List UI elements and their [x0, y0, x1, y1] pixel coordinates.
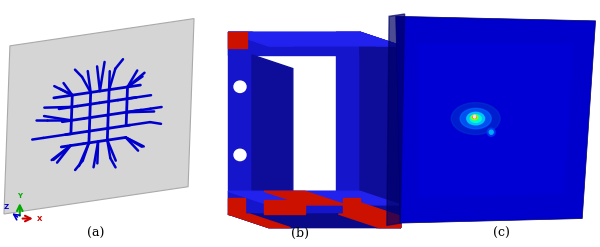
Polygon shape [4, 19, 194, 214]
Polygon shape [387, 14, 404, 225]
Polygon shape [336, 32, 401, 46]
Polygon shape [228, 214, 293, 228]
Polygon shape [360, 32, 401, 69]
Polygon shape [336, 214, 401, 228]
Polygon shape [264, 191, 346, 205]
Polygon shape [228, 32, 360, 55]
Text: Y: Y [17, 193, 22, 199]
Circle shape [234, 81, 246, 92]
Polygon shape [228, 191, 360, 214]
Polygon shape [228, 214, 290, 228]
Ellipse shape [471, 115, 478, 120]
Text: (b): (b) [291, 226, 309, 240]
Ellipse shape [467, 112, 485, 125]
Text: Z: Z [4, 205, 8, 210]
Polygon shape [264, 200, 305, 214]
Polygon shape [228, 214, 401, 228]
Circle shape [234, 149, 246, 161]
Text: X: X [37, 216, 42, 222]
Polygon shape [360, 203, 401, 228]
Polygon shape [228, 32, 247, 48]
Ellipse shape [473, 116, 476, 118]
Polygon shape [228, 198, 245, 214]
Polygon shape [252, 55, 293, 205]
Polygon shape [228, 32, 252, 214]
Polygon shape [336, 32, 360, 214]
Circle shape [473, 115, 476, 118]
Ellipse shape [460, 108, 491, 129]
Polygon shape [396, 16, 596, 223]
Polygon shape [418, 43, 574, 198]
Polygon shape [360, 191, 401, 228]
Ellipse shape [470, 115, 481, 123]
Polygon shape [360, 32, 401, 228]
Polygon shape [228, 191, 401, 205]
Polygon shape [228, 32, 401, 46]
Text: (c): (c) [493, 226, 509, 240]
Polygon shape [228, 32, 293, 46]
Text: (a): (a) [88, 226, 104, 240]
Polygon shape [343, 198, 360, 214]
Circle shape [487, 128, 495, 136]
Circle shape [489, 130, 493, 134]
Polygon shape [338, 214, 401, 228]
Ellipse shape [451, 103, 500, 134]
